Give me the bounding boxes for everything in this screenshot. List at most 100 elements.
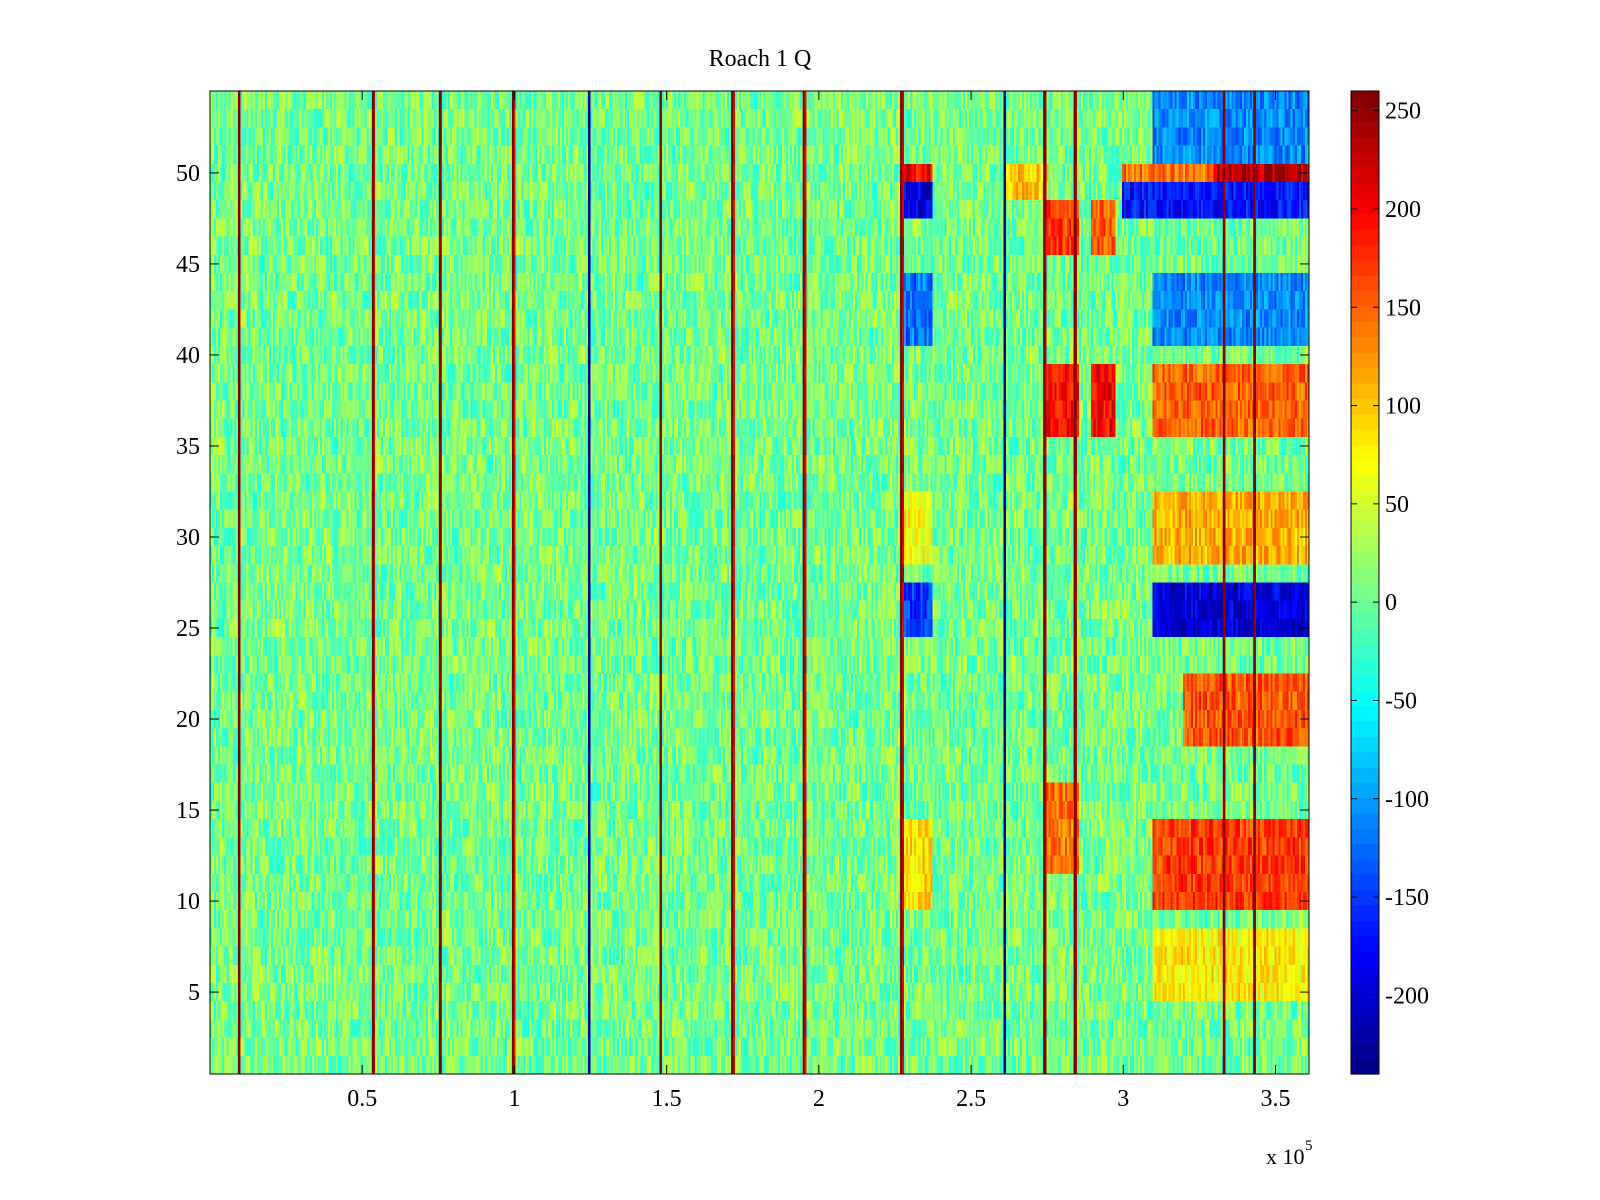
colorbar-swatch	[1351, 736, 1379, 753]
plot-area	[209, 90, 1310, 1075]
colorbar-swatch	[1351, 490, 1379, 507]
colorbar-swatch	[1351, 751, 1379, 768]
colorbar-swatch	[1351, 720, 1379, 737]
x-tick-label: 3.5	[1261, 1086, 1291, 1112]
colorbar-swatch	[1351, 551, 1379, 568]
colorbar-swatch	[1351, 505, 1379, 522]
y-axis: 5 10 15 20 25 30 35 40 45 50	[176, 161, 1309, 1006]
plot-frame	[209, 90, 1310, 1075]
x-tick-label: 0.5	[347, 1086, 377, 1112]
colorbar-swatch	[1351, 889, 1379, 906]
colorbar-swatch	[1351, 597, 1379, 614]
colorbar-swatch	[1351, 428, 1379, 445]
x-tick-label: 3	[1117, 1086, 1129, 1112]
colorbar-swatch	[1351, 121, 1379, 138]
colorbar-swatch	[1351, 935, 1379, 952]
colorbar-swatch	[1351, 966, 1379, 983]
colorbar-swatch	[1351, 997, 1379, 1014]
colorbar-swatch	[1351, 336, 1379, 353]
colorbar-swatch	[1351, 628, 1379, 645]
colorbar-tick-label: -200	[1385, 983, 1429, 1009]
colorbar-tick-label: -100	[1385, 787, 1429, 813]
colorbar-swatch	[1351, 705, 1379, 722]
y-tick-label: 20	[176, 707, 200, 733]
colorbar-swatch	[1351, 981, 1379, 998]
colorbar-tick-label: 200	[1385, 197, 1421, 223]
colorbar-swatch	[1351, 352, 1379, 369]
colorbar-swatch	[1351, 198, 1379, 215]
colorbar-swatch	[1351, 874, 1379, 891]
colorbar-axis: 250 200 150 100 50 0 -50 -100 -150 -200	[1351, 99, 1429, 1009]
y-tick-label: 40	[176, 343, 200, 369]
colorbar-swatch	[1351, 782, 1379, 799]
colorbar-swatch	[1351, 521, 1379, 538]
colorbar-swatch	[1351, 643, 1379, 660]
colorbar-swatch	[1351, 1012, 1379, 1029]
colorbar-swatch	[1351, 674, 1379, 691]
colorbar-swatch	[1351, 321, 1379, 338]
x-tick-label: 2	[813, 1086, 825, 1112]
x-tick-label: 2.5	[956, 1086, 986, 1112]
colorbar-swatch	[1351, 306, 1379, 322]
colorbar-swatch	[1351, 905, 1379, 922]
y-tick-label: 35	[176, 434, 200, 460]
y-tick-label: 25	[176, 616, 200, 642]
colorbar-swatch	[1351, 183, 1379, 200]
x-tick-label: 1.5	[652, 1086, 682, 1112]
colorbar-swatch	[1351, 474, 1379, 491]
x-tick-label: 1	[508, 1086, 520, 1112]
colorbar-swatch	[1351, 1043, 1379, 1060]
y-tick-label: 10	[176, 889, 200, 915]
colorbar-swatch	[1351, 367, 1379, 384]
chart-title: Roach 1 Q	[709, 46, 812, 72]
colorbar-swatch	[1351, 613, 1379, 630]
colorbar-swatch	[1351, 413, 1379, 430]
y-tick-label: 50	[176, 161, 200, 187]
colorbar-swatch	[1351, 459, 1379, 476]
colorbar-swatch	[1351, 229, 1379, 246]
colorbar-swatch	[1351, 843, 1379, 860]
y-tick-label: 15	[176, 798, 200, 824]
colorbar-swatch	[1351, 167, 1379, 184]
colorbar-swatch	[1351, 398, 1379, 415]
colorbar-swatch	[1351, 812, 1379, 829]
colorbar-swatch	[1351, 659, 1379, 676]
colorbar-swatch	[1351, 275, 1379, 292]
x-axis-exponent-base: x 10	[1266, 1144, 1305, 1169]
colorbar-swatch	[1351, 766, 1379, 783]
colorbar-swatch	[1351, 91, 1379, 107]
colorbar-tick-label: 100	[1385, 394, 1421, 420]
y-tick-label: 30	[176, 525, 200, 551]
colorbar-swatch	[1351, 259, 1379, 276]
colorbar-tick-label: -150	[1385, 885, 1429, 911]
colorbar-swatch	[1351, 152, 1379, 169]
colorbar-swatch	[1351, 290, 1379, 307]
y-tick-label: 45	[176, 252, 200, 278]
colorbar-swatch	[1351, 106, 1379, 123]
colorbar-swatch	[1351, 828, 1379, 845]
colorbar-frame	[1350, 90, 1380, 1075]
colorbar-swatch	[1351, 382, 1379, 399]
colorbar-tick-label: -50	[1385, 688, 1417, 714]
colorbar-tick-label: 50	[1385, 492, 1409, 518]
colorbar-tick-label: 150	[1385, 295, 1421, 321]
colorbar	[1350, 90, 1380, 1075]
colorbar-swatch	[1351, 213, 1379, 230]
colorbar-swatch	[1351, 137, 1379, 154]
x-axis: 0.5 1 1.5 2 2.5 3 3.5	[347, 91, 1291, 1112]
colorbar-swatch	[1351, 1027, 1379, 1044]
x-axis-exponent-power: 5	[1305, 1138, 1313, 1154]
colorbar-tick-label: 0	[1385, 590, 1397, 616]
colorbar-swatch	[1351, 567, 1379, 584]
colorbar-swatch	[1351, 582, 1379, 599]
heatmap-cells	[210, 91, 1309, 1074]
colorbar-swatch	[1351, 444, 1379, 461]
colorbar-swatch	[1351, 536, 1379, 553]
colorbar-swatch	[1351, 920, 1379, 937]
colorbar-swatch	[1351, 797, 1379, 814]
colorbar-swatch	[1351, 690, 1379, 706]
colorbar-swatch	[1351, 1058, 1379, 1075]
colorbar-swatch	[1351, 244, 1379, 261]
colorbar-tick-label: 250	[1385, 99, 1421, 125]
